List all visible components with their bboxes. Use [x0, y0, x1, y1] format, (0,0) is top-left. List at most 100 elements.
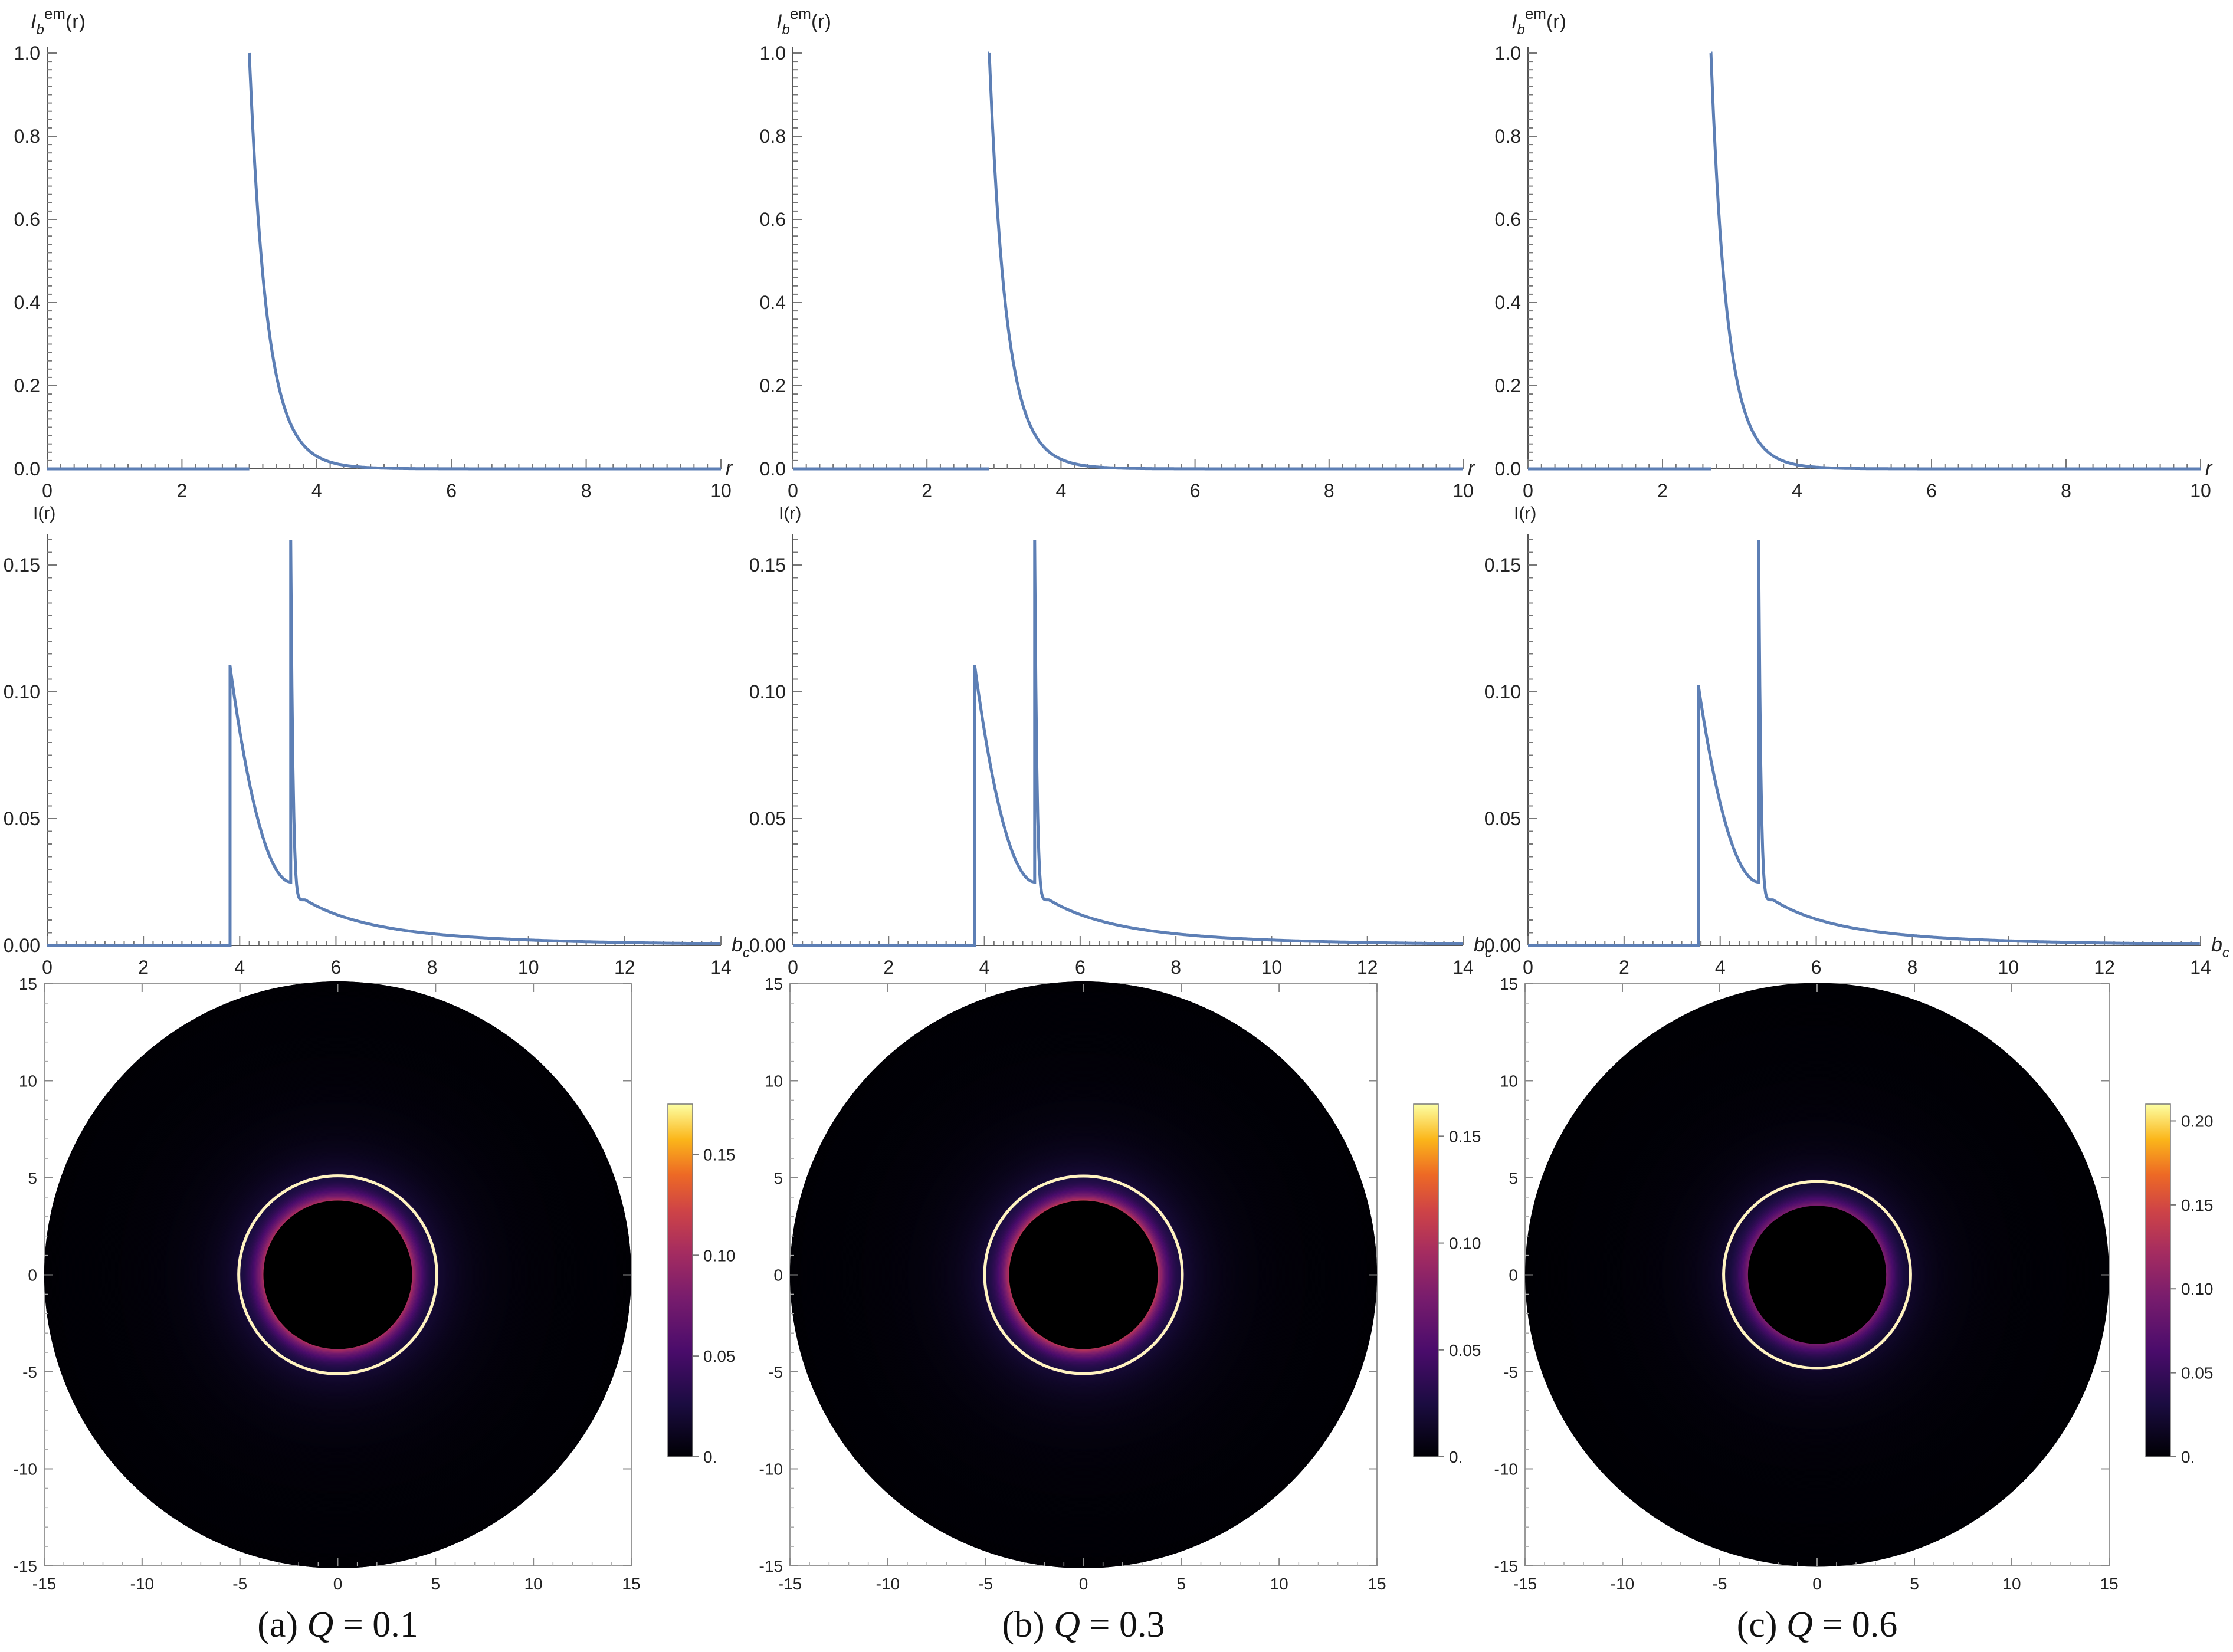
x-tick-label: 5	[1910, 1575, 1919, 1593]
y-tick-label: 0.8	[14, 126, 40, 147]
colorbar	[2145, 1103, 2171, 1457]
y-tick-label: 10	[1500, 1072, 1518, 1091]
y-tick-label: 0.2	[1495, 375, 1521, 396]
y-tick-label: 0.6	[1495, 209, 1521, 230]
x-tick-label: 4	[979, 957, 990, 978]
x-tick-label: 8	[1324, 480, 1334, 501]
colorbar-tick-label: 0.05	[1449, 1341, 1481, 1359]
intensity-curve	[47, 539, 720, 947]
x-tick-label: 0	[42, 957, 53, 978]
y-axis-label: I(r)	[33, 504, 55, 523]
intensity-plot: 0.00 0.05 0.10 0.15 0 2 4 6 8 10 12 14 I(r) bc	[4, 504, 750, 978]
x-axis-label: r	[2205, 457, 2213, 479]
x-tick-label: 10	[2190, 480, 2211, 501]
y-tick-label: 0	[773, 1266, 783, 1285]
y-tick-label: 1.0	[14, 42, 40, 64]
y-tick-label: -5	[768, 1363, 783, 1381]
x-tick-label: 12	[2094, 957, 2115, 978]
colorbar-tick-label: 0.05	[2181, 1364, 2214, 1382]
x-tick-label: 10	[2002, 1575, 2021, 1593]
x-tick-label: 8	[1907, 957, 1918, 978]
x-tick-label: 6	[1811, 957, 1822, 978]
y-tick-label: 1.0	[760, 42, 786, 64]
photon-ring	[983, 1174, 1184, 1375]
x-axis-label: r	[726, 457, 733, 479]
y-tick-label: 0.2	[14, 375, 40, 396]
y-tick-label: 15	[1500, 975, 1518, 993]
y-tick-label: 5	[1509, 1169, 1518, 1187]
intensity-curve	[793, 539, 1463, 947]
x-tick-label: 10	[710, 480, 732, 501]
x-tick-label: -10	[130, 1575, 154, 1593]
x-tick-label: 0	[1523, 480, 1533, 501]
x-tick-label: 0	[788, 957, 798, 978]
x-tick-label: 10	[518, 957, 539, 978]
emission-plot: 0.0 0.2 0.4 0.6 0.8 1.0 0 2 4 6 8 10 Ibem(r) r	[1495, 5, 2213, 501]
x-tick-label: 0	[1812, 1575, 1822, 1593]
image-plot: -15-15 -10 -10 -5 -5 0 0 5 5 10 10 15 15 0. 0.05 0.10 0.…	[1494, 975, 2214, 1645]
y-tick-label: 0.05	[749, 808, 786, 829]
x-tick-label: 2	[1657, 480, 1668, 501]
intensity-plot: 0.00 0.05 0.10 0.15 0 2 4 6 8 10 12 14 I(r) bc	[1484, 504, 2229, 978]
panel-3: 0.00.20.40.60.81.00 2 4 6 8 10Ibem(r)r0.000.0…	[1484, 5, 2229, 1645]
panel-caption: (a) Q = 0.1	[257, 1605, 418, 1645]
x-axis-label: r	[1468, 457, 1475, 479]
y-tick-label: 15	[765, 975, 783, 993]
emission-curve	[1528, 51, 2201, 471]
emission-curve	[47, 52, 721, 471]
y-tick-label: 0.8	[760, 126, 786, 147]
colorbar	[667, 1103, 693, 1457]
shadow-disk	[1747, 1206, 1887, 1344]
y-tick-label: 0.2	[760, 375, 786, 396]
caption-variable: Q	[1054, 1605, 1080, 1645]
y-tick-label: -5	[22, 1363, 37, 1381]
x-tick-label: 10	[524, 1575, 543, 1593]
panel-2: 0.00.20.40.60.81.00 2 4 6 8 10Ibem(r)r0.000.0…	[749, 5, 1492, 1645]
x-tick-label: 2	[922, 480, 932, 501]
x-tick-label: 0	[788, 480, 798, 501]
x-tick-label: 15	[622, 1575, 640, 1593]
y-axis-label: I(r)	[1514, 504, 1536, 523]
x-tick-label: 0	[42, 480, 53, 501]
y-tick-label: 0.10	[1484, 681, 1521, 702]
x-tick-label: 4	[311, 480, 322, 501]
x-tick-label: -15	[778, 1575, 802, 1593]
x-tick-label: 14	[1452, 957, 1474, 978]
colorbar	[1413, 1103, 1439, 1457]
y-tick-label: 0.0	[760, 458, 786, 479]
y-tick-label: 0.10	[749, 681, 786, 702]
y-tick-label: 0.15	[749, 554, 786, 576]
y-tick-label: 5	[773, 1169, 783, 1187]
caption-value: = 0.1	[333, 1605, 418, 1645]
colorbar-tick-label: 0.15	[2181, 1196, 2214, 1214]
x-tick-label: 6	[1190, 480, 1201, 501]
panel-caption: (c) Q = 0.6	[1737, 1605, 1898, 1645]
emission-plot: 0.0 0.2 0.4 0.6 0.8 1.0 0 2 4 6 8 10 Ibem(r) r	[760, 5, 1475, 501]
x-tick-label: 14	[2190, 957, 2211, 978]
y-tick-label: -15	[759, 1557, 783, 1575]
y-tick-label: -5	[1503, 1363, 1518, 1381]
x-tick-label: 8	[2061, 480, 2071, 501]
x-tick-label: 8	[581, 480, 592, 501]
x-axis-label: bc	[732, 934, 750, 961]
x-tick-label: 0	[333, 1575, 343, 1593]
photon-ring	[237, 1174, 438, 1375]
x-tick-label: 14	[710, 957, 732, 978]
caption-prefix: (b)	[1002, 1605, 1054, 1645]
y-tick-label: 0.00	[1484, 935, 1521, 956]
y-tick-label: -15	[14, 1557, 37, 1575]
x-tick-label: 5	[1177, 1575, 1186, 1593]
y-axis-label: Ibem(r)	[1511, 5, 1566, 38]
x-tick-label: 4	[1715, 957, 1726, 978]
y-tick-label: 0.0	[14, 458, 40, 479]
emission-plot: 0.0 0.2 0.4 0.6 0.8 1.0 0 2 4 6 8 10 Ibem(r) r	[14, 5, 733, 501]
colorbar-tick-label: 0.05	[703, 1347, 736, 1365]
y-tick-label: 0.4	[760, 292, 786, 313]
y-tick-label: 1.0	[1495, 42, 1521, 64]
x-tick-label: 15	[2100, 1575, 2118, 1593]
caption-value: = 0.6	[1813, 1605, 1897, 1645]
y-tick-label: 15	[19, 975, 37, 993]
colorbar-tick-label: 0.	[703, 1448, 717, 1466]
y-tick-label: 0.05	[4, 808, 40, 829]
x-tick-label: 6	[1926, 480, 1937, 501]
